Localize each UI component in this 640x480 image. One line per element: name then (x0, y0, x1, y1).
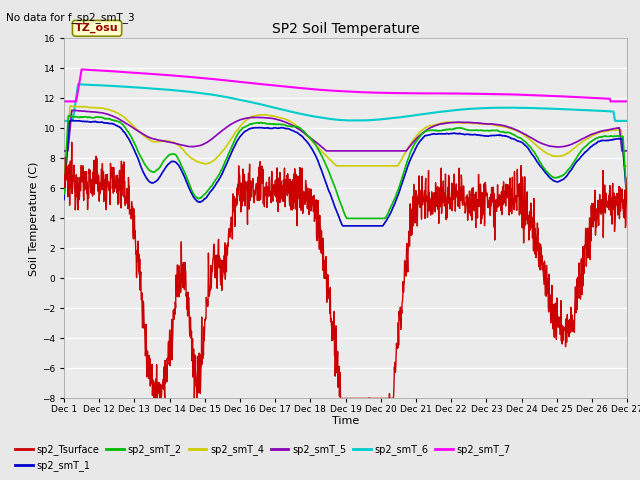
Text: TZ_osu: TZ_osu (76, 23, 119, 34)
X-axis label: Time: Time (332, 416, 359, 426)
Title: SP2 Soil Temperature: SP2 Soil Temperature (272, 22, 419, 36)
Y-axis label: Soil Temperature (C): Soil Temperature (C) (29, 161, 39, 276)
Legend: sp2_Tsurface, sp2_smT_1, sp2_smT_2, sp2_smT_4, sp2_smT_5, sp2_smT_6, sp2_smT_7: sp2_Tsurface, sp2_smT_1, sp2_smT_2, sp2_… (12, 441, 515, 475)
Text: No data for f_sp2_smT_3: No data for f_sp2_smT_3 (6, 12, 135, 23)
